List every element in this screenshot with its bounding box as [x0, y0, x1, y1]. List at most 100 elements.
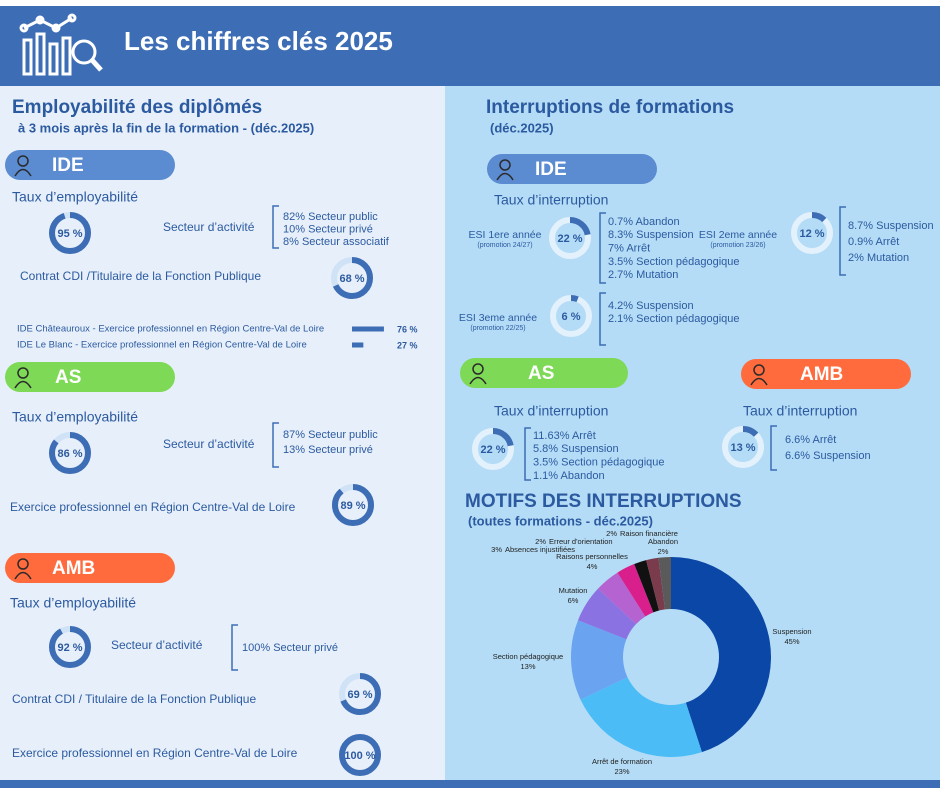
donut-slice — [646, 557, 665, 611]
detail-item: 2.1% Section pédagogique — [608, 313, 740, 325]
pill-icon-head — [472, 363, 484, 375]
detail-item: 2% Mutation — [848, 252, 909, 264]
pill-icon-body — [496, 172, 514, 181]
pill-label: IDE — [535, 159, 567, 180]
rate-label: Taux d’interruption — [494, 403, 608, 419]
gauge-label: 92 % — [57, 642, 82, 654]
gauge-label: 22 % — [480, 444, 505, 456]
sector-item: 10% Secteur privé — [283, 223, 373, 235]
gauge-arc — [472, 428, 514, 470]
rate-label: Taux d’interruption — [743, 403, 857, 419]
slice-label: Arrêt de formation — [592, 757, 652, 766]
sector-item: 13% Secteur privé — [283, 444, 373, 456]
slice-label: Abandon — [648, 537, 678, 546]
group-name: ESI 3eme année — [459, 312, 537, 324]
gauge-label: 12 % — [799, 228, 824, 240]
sector-item: 100% Secteur privé — [242, 642, 338, 654]
sector-label: Secteur d’activité — [111, 638, 203, 652]
pill-icon-head — [753, 364, 765, 376]
pill-label: IDE — [52, 155, 84, 176]
slice-label: Erreur d'orientation — [549, 537, 613, 546]
footer-bar — [0, 780, 940, 788]
header-icon — [19, 13, 103, 76]
pill-icon-body — [469, 376, 487, 385]
slice-value: 2% — [535, 537, 546, 546]
section-title: Employabilité des diplômés — [12, 97, 262, 118]
donut-slice — [617, 564, 654, 617]
detail-item: 3.5% Section pédagogique — [608, 256, 740, 268]
rate-label: Taux d’employabilité — [12, 409, 138, 425]
rate-label: Taux d’interruption — [494, 192, 608, 208]
detail-item: 8.3% Suspension — [608, 229, 694, 241]
group-name: ESI 2eme année — [699, 229, 777, 241]
bracket — [599, 212, 606, 284]
detail-item: 6.6% Suspension — [785, 450, 871, 462]
cdi-label: Contrat CDI / Titulaire de la Fonction P… — [12, 692, 256, 706]
region-bar — [352, 326, 384, 332]
pill — [460, 358, 628, 388]
gauge-arc — [339, 673, 381, 715]
gauge-label: 89 % — [340, 500, 365, 512]
sector-item: 8% Secteur associatif — [283, 236, 390, 248]
donut-slice — [634, 560, 660, 613]
gauge-label: 86 % — [57, 448, 82, 460]
bracket — [272, 205, 279, 249]
gauge-label: 22 % — [557, 233, 582, 245]
gauge-label: 69 % — [347, 689, 372, 701]
pill-icon-head — [17, 367, 29, 379]
pill-icon-head — [17, 558, 29, 570]
sector-label: Secteur d’activité — [163, 437, 255, 451]
region-value: 76 % — [397, 324, 418, 334]
donut-slice — [658, 557, 671, 610]
slice-label: Raisons personnelles — [556, 552, 628, 561]
region-bar — [352, 342, 364, 348]
slice-value: 6% — [568, 596, 579, 605]
slice-label: Absences injustifiées — [505, 545, 575, 554]
detail-item: 0.9% Arrêt — [848, 236, 899, 248]
header-title: Les chiffres clés 2025 — [124, 26, 393, 56]
group-name: ESI 1ere année — [469, 229, 542, 241]
bracket — [524, 427, 531, 481]
chart-title: MOTIFS DES INTERRUPTIONS — [465, 491, 742, 512]
gauge-arc — [722, 426, 764, 468]
pill-icon-body — [14, 168, 32, 177]
detail-item: 8.7% Suspension — [848, 220, 934, 232]
gauge-arc — [331, 257, 373, 299]
detail-item: 6.6% Arrêt — [785, 434, 836, 446]
gauge-arc — [339, 734, 381, 776]
sector-label: Secteur d’activité — [163, 220, 255, 234]
sector-item: 87% Secteur public — [283, 429, 378, 441]
right-panel — [445, 86, 940, 780]
pill — [5, 362, 175, 392]
detail-item: 5.8% Suspension — [533, 443, 619, 455]
donut-slice — [598, 572, 646, 625]
gauge-arc — [550, 295, 592, 337]
detail-item: 11.63% Arrêt — [533, 430, 596, 442]
pill — [5, 553, 175, 583]
pill — [487, 154, 657, 184]
bracket — [839, 206, 846, 276]
slice-value: 13% — [520, 662, 535, 671]
detail-item: 2.7% Mutation — [608, 269, 678, 281]
donut-slice — [578, 588, 637, 640]
region-label: IDE Le Blanc - Exercice professionnel en… — [17, 340, 307, 351]
gauge-arc — [49, 432, 91, 474]
pill-icon-head — [17, 155, 29, 167]
gauge-arc — [549, 217, 591, 259]
gauge-label: 95 % — [57, 228, 82, 240]
gauge-arc — [49, 626, 91, 668]
slice-value: 2% — [658, 547, 669, 556]
slice-label: Suspension — [772, 627, 811, 636]
detail-item: 4.2% Suspension — [608, 300, 694, 312]
rate-label: Taux d’employabilité — [10, 595, 136, 611]
pill-label: AMB — [800, 364, 843, 385]
donut-slice — [671, 557, 771, 753]
detail-item: 3.5% Section pédagogique — [533, 457, 665, 469]
sector-item: 82% Secteur public — [283, 211, 378, 223]
donut-slice — [571, 620, 628, 700]
header-bar — [0, 6, 940, 86]
pill-label: AS — [528, 363, 554, 384]
bracket — [272, 422, 279, 468]
gauge-arc — [49, 212, 91, 254]
